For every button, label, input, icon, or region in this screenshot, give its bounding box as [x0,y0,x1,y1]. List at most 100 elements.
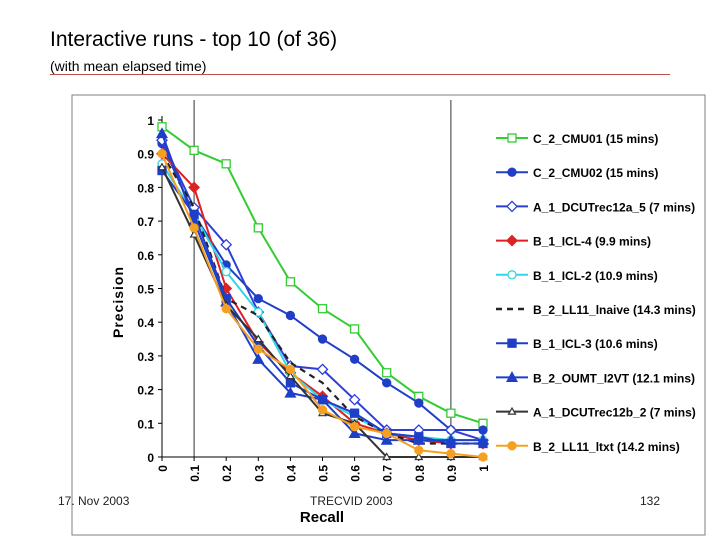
series-line [161,153,483,445]
data-point [284,386,297,398]
legend-entry: B_1_ICL-2 (10.9 mins) [496,269,658,283]
data-point [221,159,231,169]
data-point [414,445,424,455]
data-point [507,406,517,415]
data-point [220,238,233,251]
y-tick-label: 0.3 [137,350,154,364]
footer-date: 17. Nov 2003 [58,494,130,508]
data-point [316,363,329,376]
y-tick-label: 0.9 [137,148,154,162]
chart-frame [71,94,706,536]
data-point [349,324,360,334]
x-tick-label: 0.3 [252,465,266,482]
series-1 [157,122,488,428]
legend-label: B_2_LL11_ltxt (14.2 mins) [533,440,680,454]
data-point [317,405,328,415]
legend-label: B_1_ICL-3 (10.6 mins) [533,337,658,351]
x-tick-label: 1 [477,465,491,472]
data-point [348,393,361,406]
x-tick-label: 0.1 [188,465,202,482]
data-point [317,304,328,314]
footer-center: TRECVID 2003 [310,494,393,508]
legend-label: B_2_LL11_lnaive (14.3 mins) [533,303,696,317]
data-point [476,433,490,445]
x-tick-label: 0.7 [381,465,395,482]
data-point [316,393,329,405]
data-point [253,293,263,304]
legend-label: C_2_CMU01 (15 mins) [533,132,658,146]
legend-entry: C_2_CMU02 (15 mins) [496,166,658,180]
footer-page-number: 132 [640,494,661,508]
x-tick-label: 0.2 [220,465,234,482]
x-tick-label: 0.5 [317,465,331,482]
data-point [253,334,263,343]
y-tick-label: 0.5 [137,283,154,297]
series-2 [157,138,488,435]
legend-entry: B_1_ICL-4 (9.9 mins) [496,235,651,249]
legend-label: B_2_OUMT_I2VT (12.1 mins) [533,371,695,385]
data-point [317,334,328,344]
data-point [412,433,425,445]
data-point [507,167,517,177]
data-point [221,266,231,277]
y-tick-label: 0.1 [137,417,154,431]
legend-entry: B_2_LL11_lnaive (14.3 mins) [496,303,696,317]
legend: C_2_CMU01 (15 mins) C_2_CMU02 (15 mins) A_… [496,132,696,454]
y-tick-label: 0.6 [137,249,154,263]
x-tick-label: 0.9 [445,465,459,482]
legend-entry: B_2_LL11_ltxt (14.2 mins) [496,440,680,454]
data-point [253,344,263,354]
series-6 [161,153,483,445]
data-point [478,452,488,462]
data-point [382,378,392,388]
legend-entry: A_1_DCUTrec12a_5 (7 mins) [496,200,695,214]
data-point [507,270,517,280]
legend-entry: A_1_DCUTrec12b_2 (7 mins) [496,406,696,420]
data-point [348,427,361,439]
y-tick-label: 0.7 [137,215,154,229]
data-point [285,310,296,321]
legend-label: C_2_CMU02 (15 mins) [533,166,658,180]
data-point [478,425,488,435]
x-tick-label: 0.4 [284,465,298,482]
title-divider [50,74,670,75]
slide-title: Interactive runs - top 10 (of 36) [50,28,338,51]
y-tick-label: 0.2 [137,384,154,398]
data-point [285,371,295,380]
data-point [157,149,167,159]
data-point [380,433,393,445]
data-point [349,422,360,432]
data-point [285,364,296,375]
y-tick-label: 0.8 [137,181,154,195]
data-point [382,368,392,378]
data-point [382,428,392,439]
data-point [157,162,167,171]
data-point [349,354,360,364]
legend-label: B_1_ICL-2 (10.9 mins) [533,269,658,283]
y-axis-label: Precision [110,266,126,338]
data-point [414,398,424,408]
data-point [253,223,263,233]
data-point [444,433,457,445]
data-point [446,448,456,459]
legend-entry: C_2_CMU01 (15 mins) [496,132,658,146]
series-8 [155,127,490,445]
data-point [446,408,456,418]
legend-entry: B_2_OUMT_I2VT (12.1 mins) [496,371,695,385]
data-point [507,441,517,451]
data-point [252,353,265,364]
legend-entry: B_1_ICL-3 (10.6 mins) [496,337,658,351]
data-point [221,304,231,314]
data-point [414,452,424,461]
x-tick-label: 0 [156,465,170,472]
grid-layer [193,100,452,457]
legend-label: B_1_ICL-4 (9.9 mins) [533,235,651,249]
series-10 [157,149,488,462]
data-point [285,277,296,287]
slide-subtitle: (with mean elapsed time) [50,58,207,74]
data-point [253,307,263,317]
data-point [189,145,199,155]
data-point [188,181,201,194]
x-tick-label: 0.6 [349,465,363,482]
